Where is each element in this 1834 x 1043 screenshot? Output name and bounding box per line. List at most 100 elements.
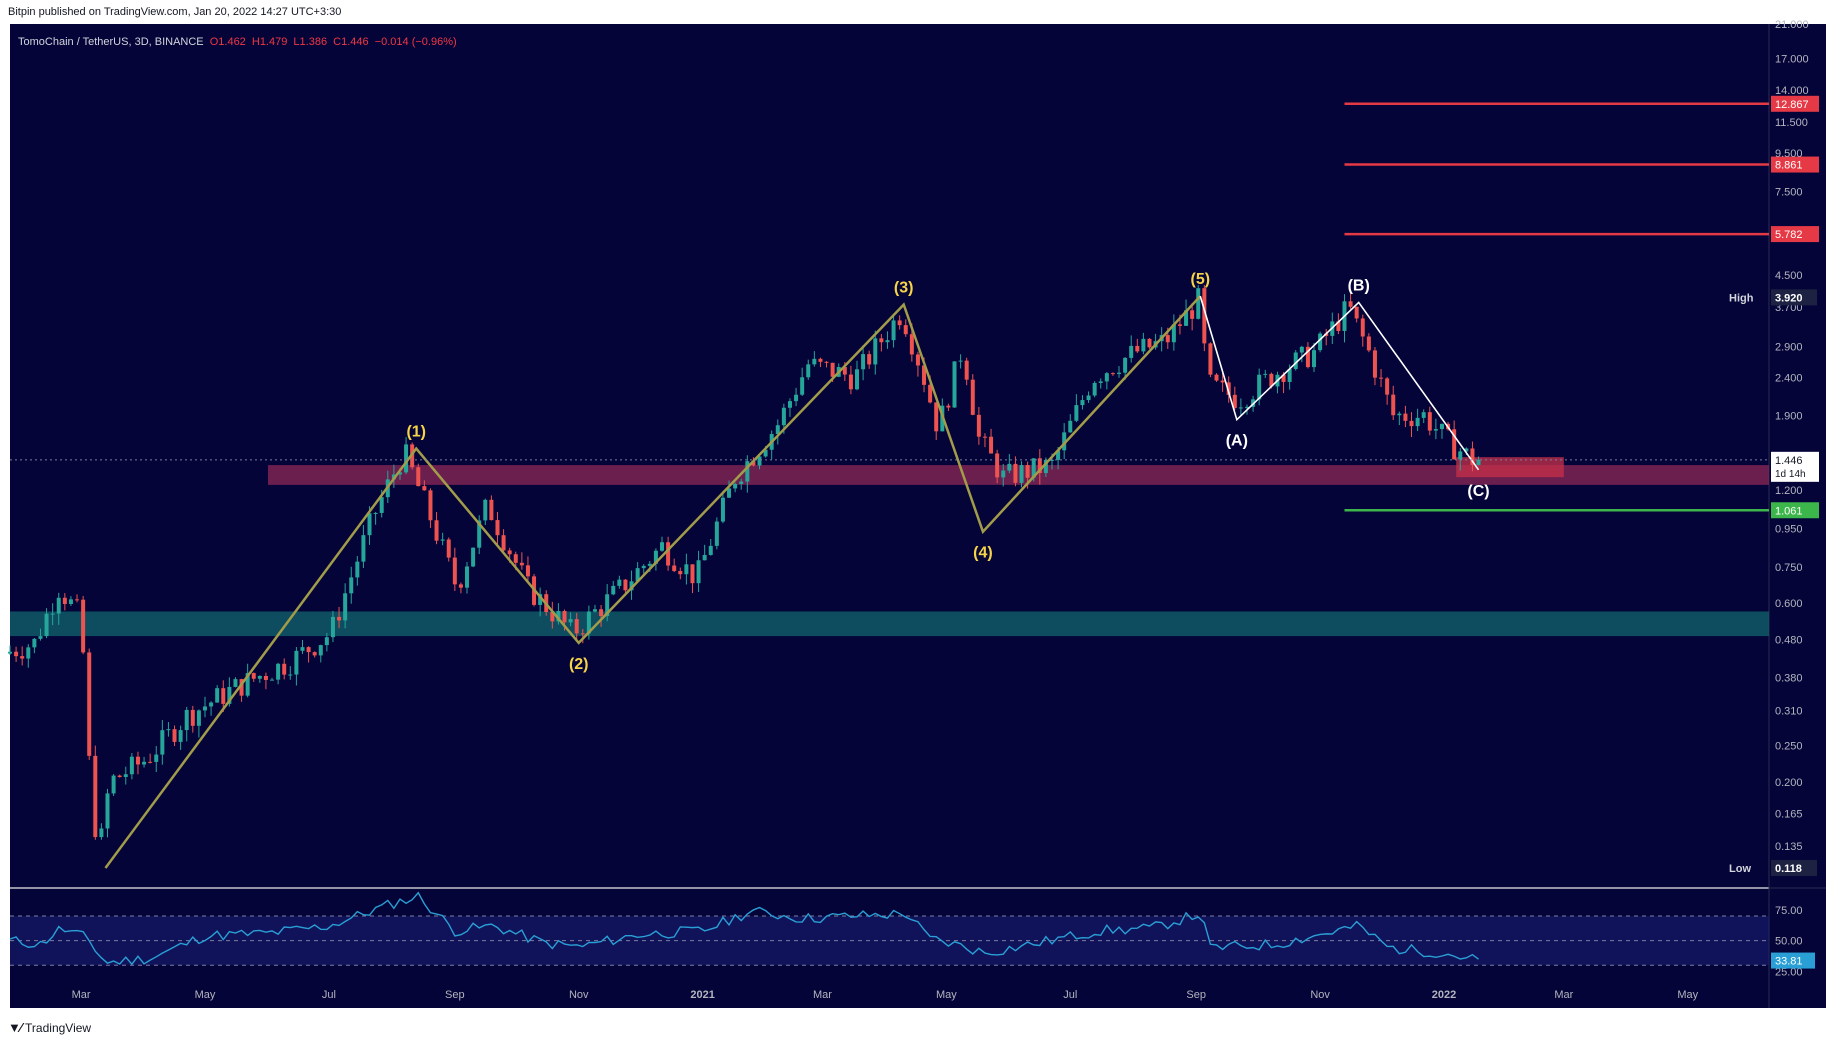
candle: [848, 365, 853, 395]
candle-body: [1397, 413, 1402, 416]
candle-body: [288, 674, 293, 676]
candle-body: [123, 774, 128, 778]
candle-body: [1464, 448, 1469, 452]
candle: [903, 319, 908, 337]
candle-body: [982, 436, 987, 438]
candle: [1385, 376, 1390, 405]
candle: [1117, 366, 1122, 378]
candle: [44, 608, 49, 639]
candle: [690, 564, 695, 594]
candle-body: [1220, 380, 1225, 383]
candle: [178, 725, 183, 750]
y-tick-label: 0.200: [1775, 777, 1803, 789]
candle-body: [684, 564, 689, 575]
candle-body: [678, 571, 683, 575]
candle-body: [562, 611, 567, 623]
candle-body: [775, 425, 780, 435]
candle-body: [1056, 450, 1061, 460]
candle: [1080, 395, 1085, 410]
candle: [1110, 372, 1115, 376]
candle-body: [1415, 417, 1420, 427]
candle: [1452, 420, 1457, 460]
candle-body: [1312, 350, 1317, 368]
candle-body: [1147, 338, 1152, 348]
candle: [696, 550, 701, 592]
candle-body: [1037, 458, 1042, 474]
candle-body: [452, 557, 457, 585]
y-tick-label: 2.900: [1775, 341, 1803, 353]
candle: [806, 359, 811, 380]
candle: [1068, 414, 1073, 433]
candle: [428, 488, 433, 528]
candle-body: [1062, 432, 1067, 451]
candle: [105, 788, 110, 838]
candle: [318, 644, 323, 663]
candle-body: [20, 656, 25, 659]
candle-body: [720, 497, 725, 522]
candle-body: [62, 597, 67, 604]
candle-body: [1348, 301, 1353, 307]
candle: [294, 647, 299, 686]
candle-body: [471, 547, 476, 567]
candle-body: [172, 729, 177, 742]
candle: [209, 701, 214, 716]
y-tick-label: 17.000: [1775, 53, 1809, 65]
x-tick-label: Sep: [445, 989, 465, 1001]
candle-body: [507, 550, 512, 555]
candle-body: [605, 594, 610, 617]
candle: [611, 580, 616, 596]
countdown-label: 1d 14h: [1775, 469, 1806, 480]
candle-body: [989, 436, 994, 454]
candle-body: [1470, 448, 1475, 465]
candle: [1190, 303, 1195, 331]
candle-body: [574, 619, 579, 634]
candle-body: [1476, 459, 1481, 465]
correction-label: (A): [1226, 433, 1248, 450]
candle: [800, 367, 805, 396]
candle: [964, 357, 969, 386]
rsi-value-label: 33.81: [1775, 956, 1803, 968]
candle-body: [355, 561, 360, 578]
candle-body: [824, 361, 829, 363]
candle: [952, 361, 957, 408]
candle-body: [428, 490, 433, 521]
rsi-tick-label: 25.00: [1775, 966, 1803, 978]
candle-body: [1409, 420, 1414, 427]
candle-body: [1458, 451, 1463, 460]
tradingview-logo-icon: ▼⁄: [8, 1020, 22, 1035]
candle-body: [897, 320, 902, 326]
candle: [154, 746, 159, 773]
y-tick-label: 1.200: [1775, 485, 1803, 497]
candle-body: [739, 481, 744, 484]
candle: [1135, 338, 1140, 354]
candle: [1397, 411, 1402, 426]
candle: [489, 495, 494, 521]
rsi-line: [9, 891, 1479, 966]
candle-body: [1104, 373, 1109, 382]
candle-body: [404, 444, 409, 473]
candle-body: [818, 358, 823, 362]
candle: [1427, 406, 1432, 436]
candle-body: [1336, 321, 1341, 331]
candle-body: [416, 467, 421, 487]
candle: [440, 532, 445, 546]
candle-body: [592, 609, 597, 612]
candle-body: [556, 611, 561, 622]
y-tick-label: 0.250: [1775, 741, 1803, 753]
candle-body: [1117, 372, 1122, 374]
level-label: 5.782: [1775, 229, 1803, 241]
candle: [653, 548, 658, 571]
candle-body: [160, 730, 165, 755]
x-tick-label: Mar: [72, 989, 91, 1001]
candle-body: [135, 756, 140, 765]
candle-body: [513, 554, 518, 563]
marker-name: High: [1729, 292, 1754, 304]
y-tick-label: 0.750: [1775, 562, 1803, 574]
candle: [1037, 449, 1042, 485]
ticker-info: TomoChain / TetherUS, 3D, BINANCE O1.462…: [18, 36, 460, 48]
candle-body: [964, 360, 969, 380]
candle-body: [209, 702, 214, 707]
level-label: 8.861: [1775, 160, 1803, 172]
candle: [599, 604, 604, 627]
